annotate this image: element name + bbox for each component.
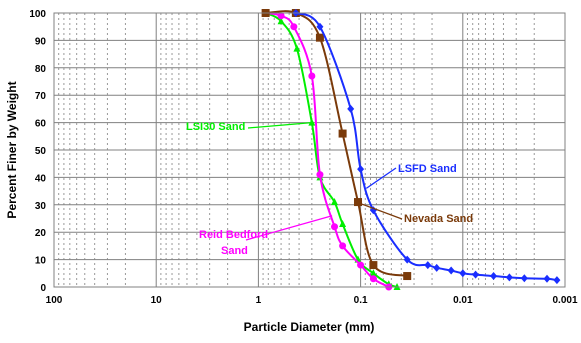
data-point — [403, 255, 411, 264]
annotation-reid-bedford-sand: Sand — [221, 245, 248, 257]
grid — [54, 12, 565, 288]
y-axis-ticks: 0 10 20 30 40 50 60 70 80 90 100 — [29, 9, 46, 294]
y-tick-label: 90 — [35, 36, 47, 47]
series-1 — [262, 9, 393, 291]
data-point — [357, 165, 365, 174]
y-tick-label: 50 — [35, 146, 47, 157]
x-axis-ticks: 100 10 1 0.1 0.01 0.001 — [46, 295, 578, 306]
x-tick-label: 0.01 — [453, 295, 473, 306]
annotation-leader-line — [247, 121, 312, 129]
x-tick-label: 10 — [151, 295, 163, 306]
annotation-leader-line — [365, 167, 397, 189]
data-point — [277, 12, 285, 20]
data-point — [357, 261, 365, 269]
data-point — [505, 273, 513, 282]
annotation-lsfd-sand: LSFD Sand — [398, 163, 457, 175]
data-point — [277, 17, 285, 25]
data-point — [369, 275, 377, 283]
y-tick-label: 10 — [35, 256, 47, 267]
y-tick-label: 0 — [40, 283, 46, 294]
data-point — [424, 261, 432, 270]
y-tick-label: 40 — [35, 173, 47, 184]
annotation-lsi30-sand: LSI30 Sand — [186, 121, 245, 133]
data-point — [338, 129, 347, 138]
data-point — [331, 223, 339, 231]
data-point — [316, 22, 324, 31]
y-tick-label: 30 — [35, 201, 47, 212]
data-point — [543, 274, 551, 283]
data-point — [315, 33, 324, 42]
series-line-1 — [265, 12, 390, 288]
y-tick-label: 20 — [35, 228, 47, 239]
y-tick-label: 80 — [35, 64, 47, 75]
data-point — [308, 72, 316, 80]
series-line-3 — [295, 12, 558, 282]
y-tick-label: 100 — [29, 9, 46, 20]
data-point — [339, 242, 347, 250]
data-point — [369, 261, 378, 270]
x-axis-title: Particle Diameter (mm) — [244, 320, 375, 334]
data-point — [553, 276, 561, 285]
data-point — [447, 266, 455, 275]
annotation-leader-line — [356, 201, 403, 220]
annotation-nevada-sand: Nevada Sand — [404, 213, 473, 225]
data-point — [490, 272, 498, 281]
plot-frame — [53, 12, 566, 288]
y-tick-label: 60 — [35, 119, 47, 130]
annotation-reid-bedford: Reid Bedford — [199, 229, 268, 241]
series-3 — [292, 9, 561, 285]
data-point — [290, 23, 298, 31]
x-tick-label: 100 — [46, 295, 63, 306]
data-point — [293, 44, 301, 52]
x-tick-label: 1 — [256, 295, 262, 306]
data-point — [347, 104, 355, 113]
y-tick-label: 70 — [35, 91, 47, 102]
data-point — [520, 274, 528, 283]
data-point — [459, 269, 467, 278]
annotation-leaders — [245, 121, 403, 241]
data-point — [308, 118, 316, 126]
data-point — [369, 269, 377, 277]
data-point — [403, 272, 412, 281]
data-point — [433, 263, 441, 272]
data-point — [331, 198, 339, 206]
x-tick-label: 0.1 — [354, 295, 368, 306]
data-point — [472, 270, 480, 279]
x-tick-label: 0.001 — [552, 295, 577, 306]
data-point — [316, 171, 324, 179]
annotation-leader-line — [245, 215, 333, 241]
y-axis-title: Percent Finer by Weight — [5, 81, 19, 218]
data-point — [339, 219, 347, 227]
